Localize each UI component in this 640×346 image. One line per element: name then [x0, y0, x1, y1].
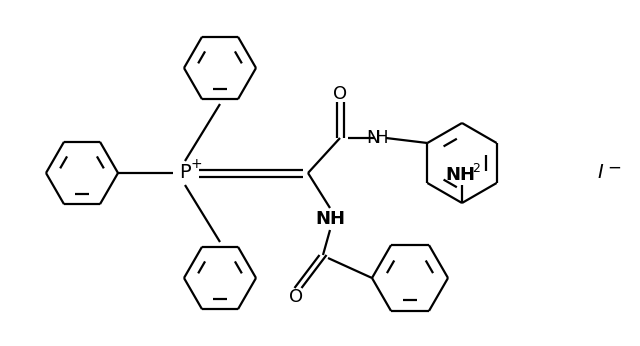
Text: N: N	[366, 129, 380, 147]
Text: H: H	[376, 129, 388, 147]
Text: −: −	[607, 159, 621, 177]
Text: O: O	[333, 85, 347, 103]
Text: 2: 2	[472, 162, 480, 175]
Text: NH: NH	[445, 166, 475, 184]
Text: +: +	[190, 157, 202, 171]
Text: I: I	[597, 164, 603, 182]
Text: O: O	[289, 288, 303, 306]
Text: NH: NH	[315, 210, 345, 228]
Text: P: P	[179, 164, 191, 182]
